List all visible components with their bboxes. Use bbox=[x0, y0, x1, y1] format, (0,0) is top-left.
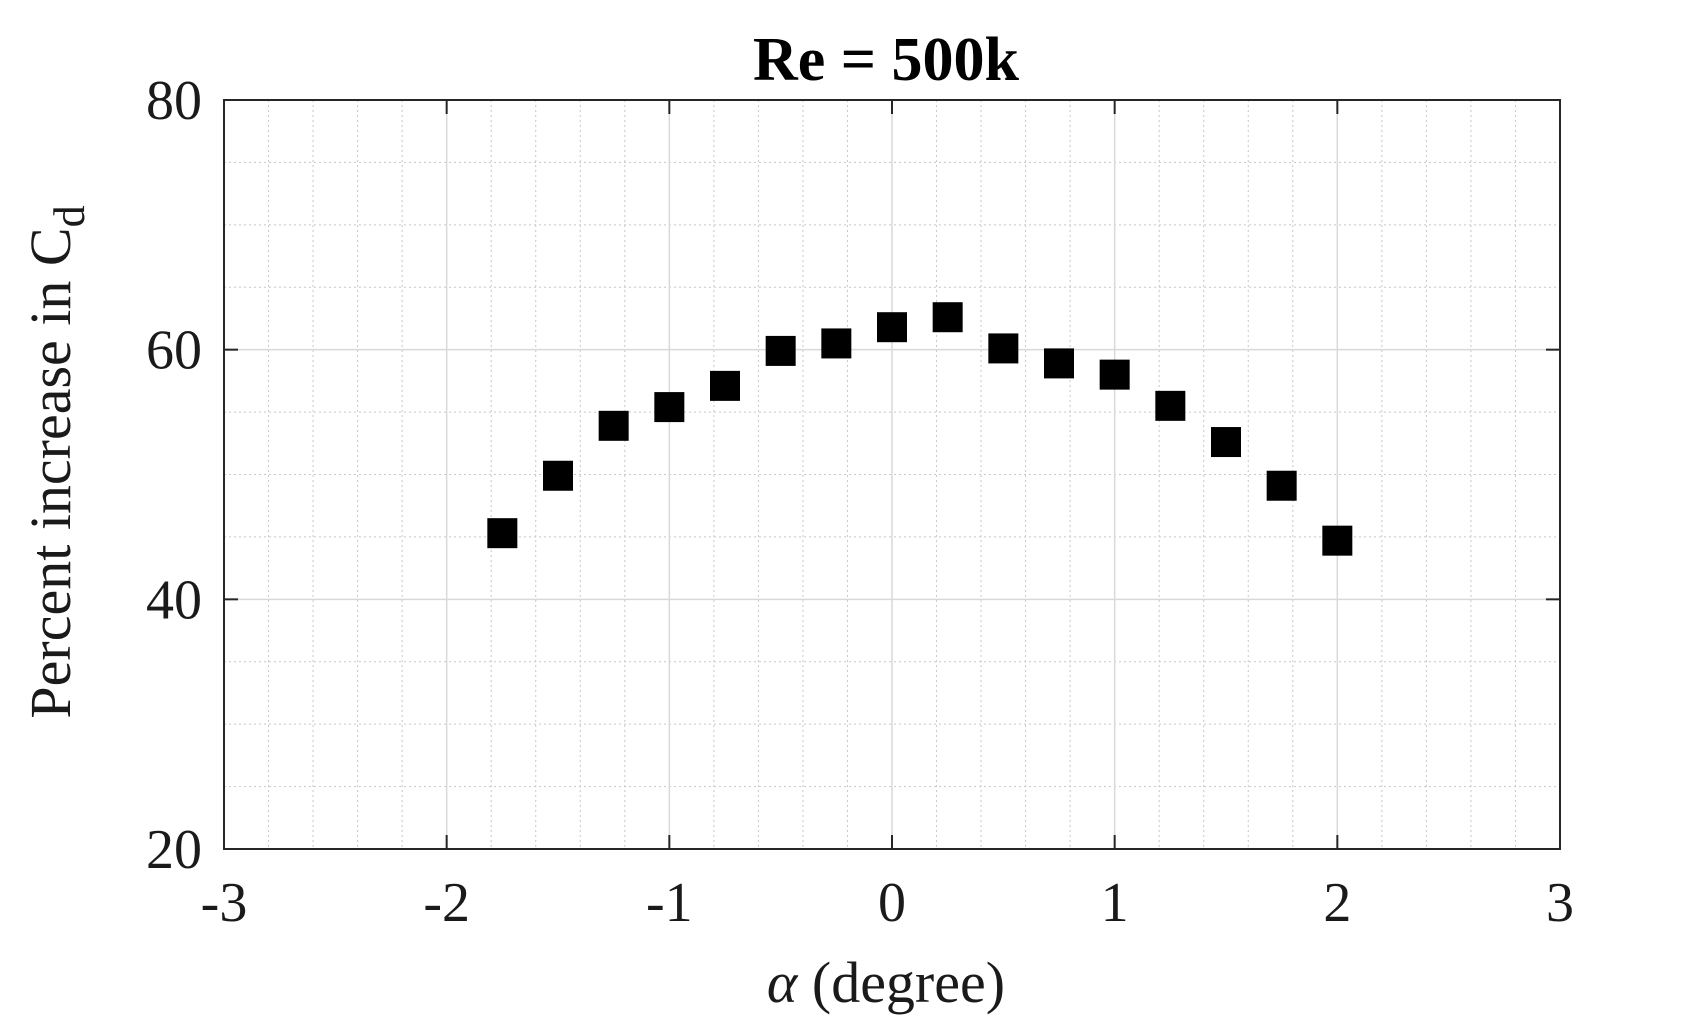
data-point-marker bbox=[654, 392, 685, 423]
y-tick-label: 20 bbox=[146, 819, 202, 881]
x-tick-label: -3 bbox=[201, 872, 248, 934]
x-tick-label: 3 bbox=[1546, 872, 1574, 934]
axis-ticks bbox=[223, 99, 1561, 850]
x-axis-symbol: α bbox=[767, 950, 799, 1015]
data-point-marker bbox=[598, 410, 629, 441]
x-axis-unit: (degree) bbox=[797, 950, 1005, 1015]
y-tick-label: 40 bbox=[146, 569, 202, 631]
y-tick-label: 60 bbox=[146, 320, 202, 382]
x-tick-label: 2 bbox=[1323, 872, 1351, 934]
data-markers bbox=[487, 302, 1353, 556]
data-point-marker bbox=[487, 518, 518, 549]
data-point-marker bbox=[543, 460, 573, 491]
y-tick-label: 80 bbox=[146, 70, 202, 132]
data-point-marker bbox=[877, 312, 907, 343]
x-tick-label: -1 bbox=[646, 872, 693, 934]
major-grid bbox=[224, 100, 1560, 849]
data-point-marker bbox=[821, 328, 852, 359]
y-axis-label-subscript: d bbox=[45, 205, 94, 227]
data-point-marker bbox=[1155, 390, 1186, 421]
x-tick-label: -2 bbox=[423, 872, 470, 934]
data-point-marker bbox=[1044, 348, 1074, 379]
data-point-marker bbox=[765, 335, 796, 366]
x-tick-label: 0 bbox=[878, 872, 906, 934]
y-axis-label-main: Percent increase in C bbox=[18, 227, 83, 718]
data-point-marker bbox=[932, 302, 963, 333]
x-tick-label: 1 bbox=[1101, 872, 1129, 934]
data-point-marker bbox=[1211, 427, 1241, 458]
y-tick-labels: 20 40 60 80 bbox=[146, 70, 202, 881]
chart-title: Re = 500k bbox=[753, 26, 1020, 94]
y-axis-label: Percent increase in Cd bbox=[18, 205, 94, 718]
x-tick-labels: -3 -2 -1 0 1 2 3 bbox=[201, 872, 1574, 934]
data-point-marker bbox=[1266, 470, 1297, 501]
data-point-marker bbox=[1322, 525, 1353, 556]
data-point-marker bbox=[1099, 359, 1130, 390]
data-point-marker bbox=[710, 370, 740, 401]
x-axis-label: α (degree) bbox=[767, 950, 1005, 1015]
data-point-marker bbox=[988, 333, 1019, 364]
